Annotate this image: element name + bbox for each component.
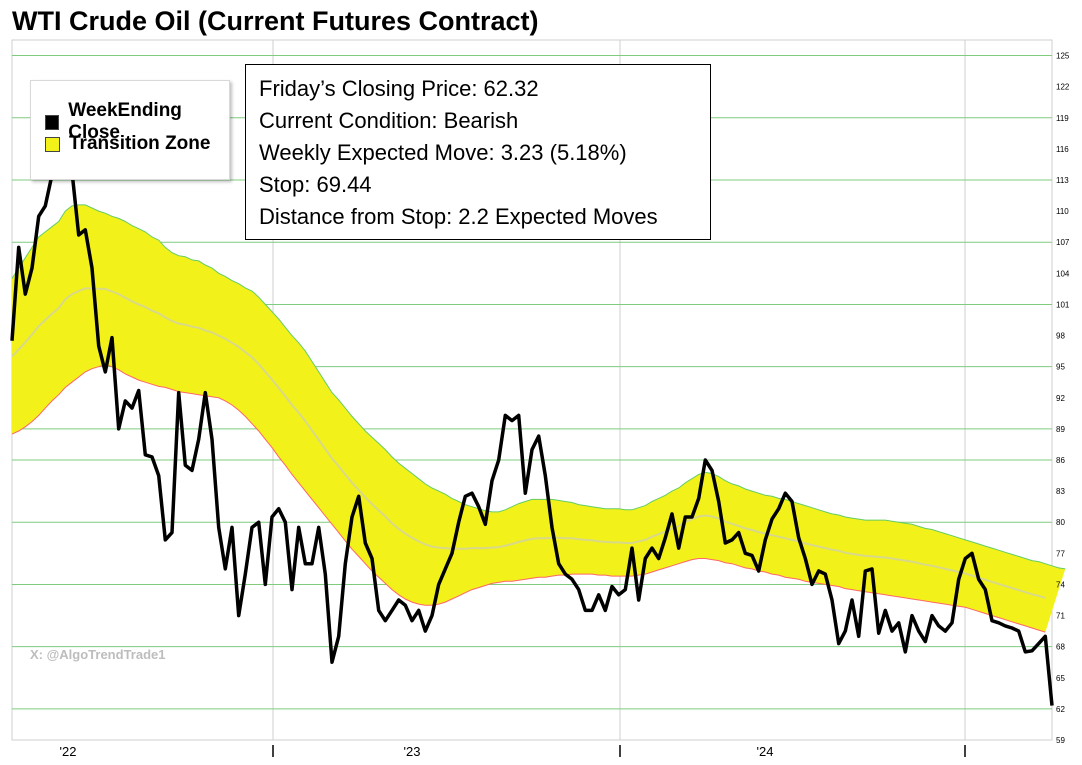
y-tick-label: 62	[1056, 705, 1065, 714]
y-tick-label: 83	[1056, 487, 1065, 496]
y-tick-label: 104	[1056, 269, 1070, 278]
y-tick-label: 71	[1056, 612, 1065, 621]
y-tick-label: 110	[1056, 207, 1069, 216]
stop-text: Stop: 69.44	[259, 172, 372, 197]
transition-zone-area	[12, 204, 1066, 633]
x-tick-label: '23	[404, 744, 421, 759]
transition-zone-midline	[11, 287, 1046, 599]
watermark: X: @AlgoTrendTrade1	[30, 647, 166, 662]
y-tick-label: 86	[1056, 456, 1065, 465]
legend-item-zone: Transition Zone	[45, 133, 210, 155]
y-tick-label: 101	[1056, 300, 1070, 309]
y-tick-label: 80	[1056, 518, 1065, 527]
chart-title: WTI Crude Oil (Current Futures Contract)	[12, 6, 539, 36]
y-tick-label: 65	[1056, 674, 1065, 683]
legend-label-close: WeekEnding Close	[68, 100, 182, 143]
y-tick-label: 89	[1056, 425, 1065, 434]
y-tick-label: 92	[1056, 394, 1065, 403]
legend-item-close: WeekEnding Close	[45, 100, 229, 144]
y-tick-label: 95	[1056, 363, 1065, 372]
condition-text: Current Condition: Bearish	[259, 108, 519, 133]
y-tick-label: 116	[1056, 145, 1069, 154]
y-axis: 59 62 65 68 71 74 77 80 83 86 89 92 95 98 101 104 107 110…	[1056, 52, 1070, 745]
y-tick-label: 119	[1056, 114, 1069, 123]
x-tick-label: '24	[757, 744, 774, 759]
transition-zone-layer	[11, 204, 1066, 633]
y-tick-label: 77	[1056, 549, 1065, 558]
close-line-layer	[10, 90, 1054, 706]
closing-price-text: Friday’s Closing Price: 62.32	[259, 76, 539, 101]
legend: WeekEnding Close Transition Zone	[30, 80, 230, 180]
y-tick-label: 107	[1056, 238, 1070, 247]
x-axis: '22 '23 '24	[60, 744, 966, 759]
y-tick-label: 98	[1056, 332, 1065, 341]
info-box: Friday’s Closing Price: 62.32 Current Co…	[245, 64, 711, 240]
y-tick-label: 113	[1056, 176, 1069, 185]
transition-zone-upper-edge	[11, 204, 1066, 570]
x-tick-label: '22	[60, 744, 77, 759]
y-tick-label: 74	[1056, 580, 1065, 589]
distance-text: Distance from Stop: 2.2 Expected Moves	[259, 204, 658, 229]
legend-label-zone: Transition Zone	[69, 133, 211, 154]
expected-move-text: Weekly Expected Move: 3.23 (5.18%)	[259, 140, 627, 165]
weekending-close-line	[10, 90, 1054, 706]
y-tick-label: 68	[1056, 643, 1065, 652]
y-tick-label: 59	[1056, 736, 1065, 745]
y-tick-label: 122	[1056, 83, 1070, 92]
close-swatch-icon	[45, 114, 60, 130]
y-tick-label: 125	[1056, 52, 1070, 61]
zone-swatch-icon	[45, 136, 60, 152]
